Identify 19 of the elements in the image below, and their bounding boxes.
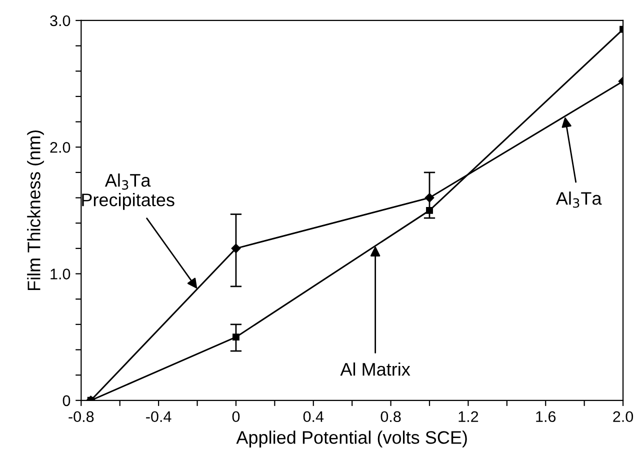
x-tick-label: 0.8 [380, 411, 401, 422]
y-tick-label: 2.0 [50, 142, 70, 153]
x-tick-label: 0 [232, 411, 240, 422]
point [232, 334, 240, 341]
x-tick-label: 1.2 [458, 411, 478, 422]
x-tick-label: 0.4 [303, 411, 324, 422]
y-axis-title: Film Thickness (nm) [27, 130, 44, 290]
annotation: Al Matrix [340, 362, 410, 376]
x-tick-label: -0.4 [146, 411, 172, 422]
x-tick-label: 2.0 [613, 411, 634, 422]
y-tick-label: 1.0 [50, 268, 70, 280]
point [426, 206, 433, 214]
annotation: Al$_{3}$Ta Precipitates [82, 174, 174, 210]
x-tick-label: 1.6 [536, 411, 556, 422]
x-axis-title: Applied Potential (volts SCE) [236, 430, 467, 448]
annotation: Al$_{3}$Ta [556, 192, 602, 208]
y-tick-label: 0 [62, 395, 70, 406]
y-tick-label: 3.0 [50, 15, 70, 26]
x-tick-label: -0.8 [68, 411, 94, 422]
